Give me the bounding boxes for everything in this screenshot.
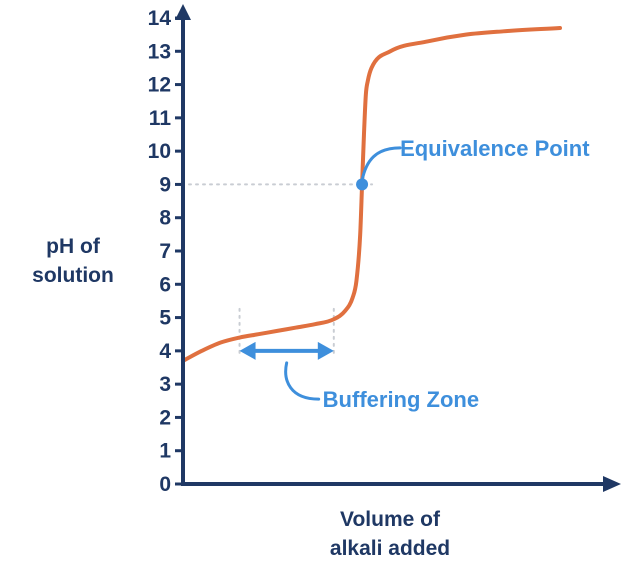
equivalence-point-marker [356, 178, 369, 191]
y-axis-title-line2: solution [32, 264, 114, 287]
axis-titles: pH of solution Volume of alkali added [32, 235, 450, 560]
y-tick-label: 9 [159, 173, 171, 196]
equivalence-leader-line [360, 146, 402, 182]
ph-curve-line [181, 25, 562, 363]
y-tick-label: 11 [149, 107, 172, 130]
x-axis-arrowhead [603, 476, 621, 492]
y-axis-title-line1: pH of [46, 235, 101, 258]
curve-layer [181, 25, 562, 363]
y-tick-label: 0 [159, 473, 171, 496]
buffering-zone-label: Buffering Zone [323, 387, 479, 412]
y-axis-arrowhead [175, 4, 191, 20]
buffer-arrow-right-head [317, 341, 334, 360]
x-axis-title-line2: alkali added [330, 537, 450, 560]
guide-lines [188, 183, 374, 358]
annotations: Equivalence Point Buffering Zone [239, 136, 590, 412]
y-tick-label: 2 [159, 406, 171, 429]
buffer-leader-line [284, 361, 321, 401]
y-tick-label: 8 [159, 207, 171, 230]
y-tick-label: 13 [148, 40, 171, 63]
y-tick-label: 7 [159, 240, 171, 263]
y-tick-label: 6 [159, 273, 171, 296]
y-tick-label: 10 [148, 140, 171, 163]
y-tick-label: 4 [159, 340, 171, 363]
x-axis-title-line1: Volume of [340, 508, 441, 531]
equivalence-point-label: Equivalence Point [400, 136, 590, 161]
y-tick-label: 1 [159, 440, 171, 463]
y-tick-label: 12 [148, 74, 171, 97]
buffer-arrow-left-head [239, 341, 256, 360]
axes [175, 4, 621, 492]
y-tick-label: 3 [159, 373, 171, 396]
y-tick-label: 5 [159, 307, 171, 330]
y-tick-label: 14 [148, 7, 172, 30]
